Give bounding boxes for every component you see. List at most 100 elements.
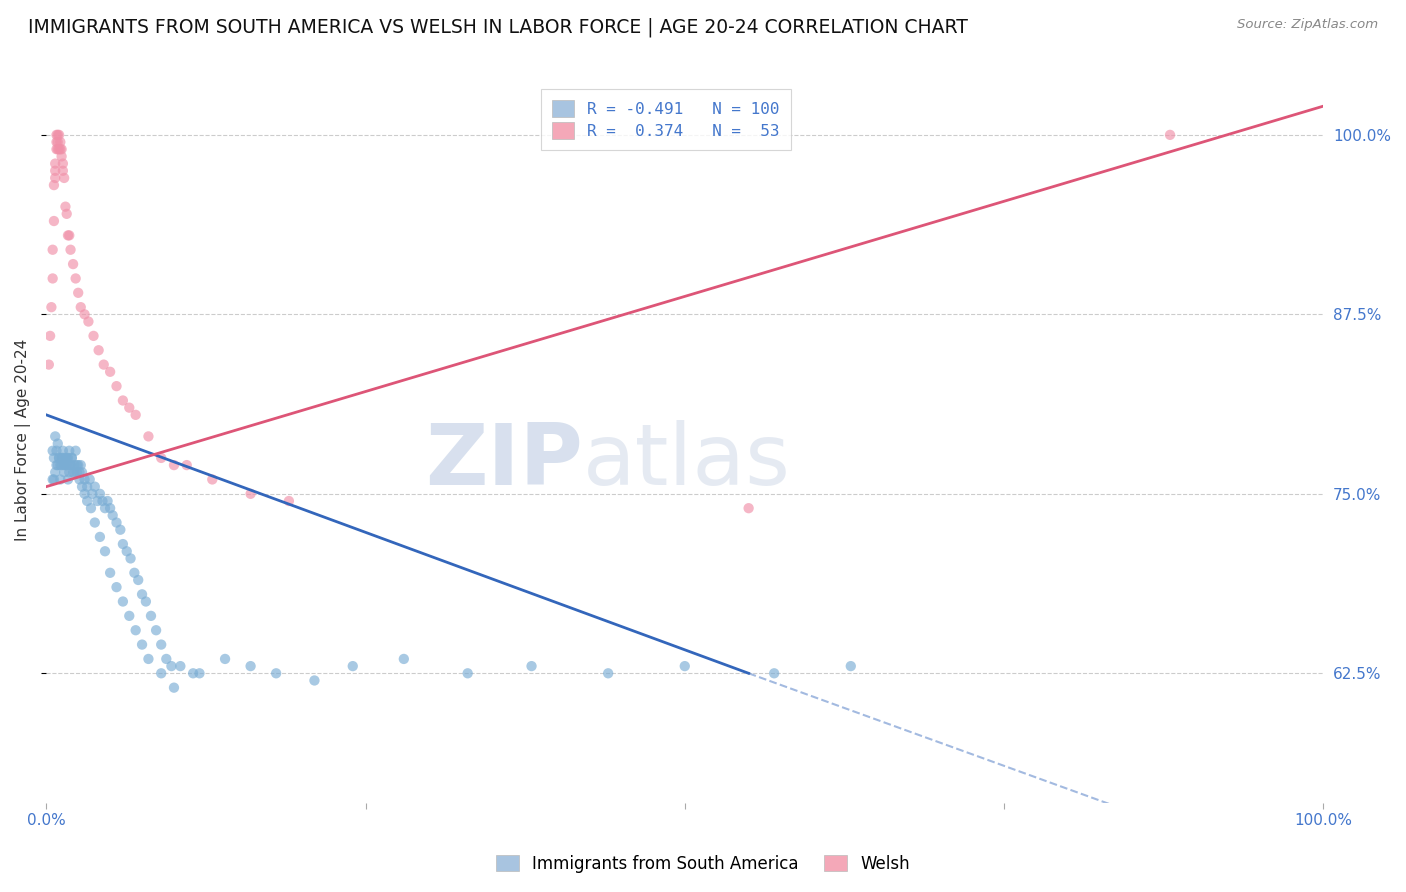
Point — [150, 450, 173, 465]
Point — [89, 530, 111, 544]
Point — [239, 659, 262, 673]
Point — [83, 480, 105, 494]
Point — [60, 450, 83, 465]
Point — [70, 480, 93, 494]
Point — [105, 580, 128, 594]
Point — [131, 638, 153, 652]
Point — [111, 393, 134, 408]
Point — [41, 473, 63, 487]
Point — [80, 501, 103, 516]
Point — [46, 128, 69, 142]
Point — [91, 494, 114, 508]
Point — [59, 458, 82, 472]
Point — [342, 659, 364, 673]
Point — [51, 142, 73, 156]
Point — [139, 608, 162, 623]
Point — [49, 135, 72, 149]
Point — [94, 501, 117, 516]
Point — [598, 666, 620, 681]
Point — [277, 494, 299, 508]
Point — [131, 587, 153, 601]
Point — [98, 566, 121, 580]
Point — [49, 142, 72, 156]
Point — [127, 573, 149, 587]
Point — [73, 307, 96, 321]
Point — [38, 358, 60, 372]
Point — [56, 228, 79, 243]
Point — [56, 450, 79, 465]
Point — [145, 624, 167, 638]
Point — [48, 450, 70, 465]
Point — [83, 329, 105, 343]
Text: Source: ZipAtlas.com: Source: ZipAtlas.com — [1237, 18, 1378, 31]
Point — [55, 200, 77, 214]
Point — [135, 594, 157, 608]
Point — [45, 443, 67, 458]
Point — [42, 178, 65, 193]
Point — [42, 473, 65, 487]
Point — [63, 458, 86, 472]
Point — [97, 494, 120, 508]
Point — [138, 652, 160, 666]
Point — [66, 465, 89, 479]
Point — [46, 436, 69, 450]
Point — [120, 551, 142, 566]
Point — [48, 142, 70, 156]
Point — [42, 214, 65, 228]
Point — [124, 624, 146, 638]
Point — [46, 142, 69, 156]
Point — [55, 450, 77, 465]
Point — [163, 681, 186, 695]
Point — [65, 271, 87, 285]
Point — [239, 487, 262, 501]
Point — [44, 170, 66, 185]
Point — [118, 608, 141, 623]
Point — [60, 450, 83, 465]
Point — [111, 537, 134, 551]
Point — [1159, 128, 1181, 142]
Point — [264, 666, 287, 681]
Point — [839, 659, 862, 673]
Text: atlas: atlas — [582, 420, 790, 503]
Point — [59, 243, 82, 257]
Point — [46, 458, 69, 472]
Point — [53, 170, 76, 185]
Point — [105, 379, 128, 393]
Point — [110, 523, 132, 537]
Point — [58, 228, 80, 243]
Y-axis label: In Labor Force | Age 20-24: In Labor Force | Age 20-24 — [15, 339, 31, 541]
Point — [124, 408, 146, 422]
Point — [70, 465, 93, 479]
Point — [73, 473, 96, 487]
Legend: R = -0.491   N = 100, R =  0.374   N =  53: R = -0.491 N = 100, R = 0.374 N = 53 — [541, 89, 790, 150]
Point — [44, 465, 66, 479]
Point — [65, 443, 87, 458]
Point — [42, 450, 65, 465]
Point — [201, 473, 224, 487]
Point — [150, 638, 173, 652]
Point — [55, 458, 77, 472]
Point — [304, 673, 326, 688]
Point — [55, 207, 77, 221]
Point — [55, 450, 77, 465]
Point — [62, 465, 84, 479]
Point — [69, 473, 91, 487]
Point — [79, 473, 101, 487]
Point — [46, 135, 69, 149]
Point — [392, 652, 415, 666]
Point — [87, 343, 110, 358]
Legend: Immigrants from South America, Welsh: Immigrants from South America, Welsh — [489, 848, 917, 880]
Point — [44, 156, 66, 170]
Point — [56, 473, 79, 487]
Point — [160, 659, 183, 673]
Point — [69, 458, 91, 472]
Point — [41, 271, 63, 285]
Point — [150, 666, 173, 681]
Point — [673, 659, 696, 673]
Point — [98, 501, 121, 516]
Text: IMMIGRANTS FROM SOUTH AMERICA VS WELSH IN LABOR FORCE | AGE 20-24 CORRELATION CH: IMMIGRANTS FROM SOUTH AMERICA VS WELSH I… — [28, 18, 967, 37]
Point — [52, 443, 75, 458]
Point — [457, 666, 479, 681]
Text: ZIP: ZIP — [425, 420, 582, 503]
Point — [53, 458, 76, 472]
